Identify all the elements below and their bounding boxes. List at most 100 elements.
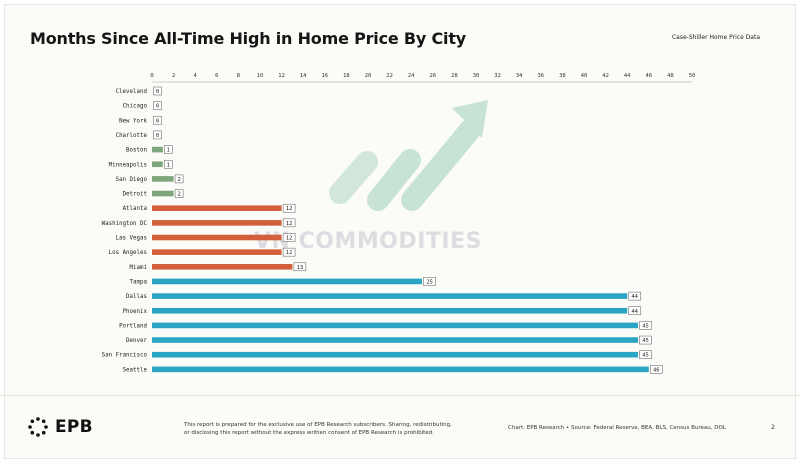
bar — [152, 278, 422, 285]
data-label-box — [628, 306, 641, 315]
data-label: 12 — [286, 206, 293, 212]
x-tick-label: 42 — [602, 73, 609, 79]
x-tick-label: 36 — [537, 73, 544, 79]
x-tick-label: 8 — [237, 73, 240, 79]
bar — [152, 249, 282, 255]
data-label: 46 — [653, 367, 660, 373]
category-label: San Francisco — [102, 353, 148, 359]
x-tick-label: 0 — [150, 73, 153, 79]
x-tick-label: 28 — [451, 73, 458, 79]
category-label: Denver — [126, 338, 147, 344]
category-label: Charlotte — [116, 133, 148, 139]
data-label: 2 — [177, 177, 180, 183]
data-label-box — [639, 321, 652, 330]
disclaimer-line-1: This report is prepared for the exclusiv… — [184, 422, 452, 428]
bar — [152, 293, 628, 299]
data-label: 45 — [642, 338, 649, 344]
category-label: Atlanta — [123, 206, 147, 212]
data-label-box — [639, 335, 652, 345]
category-label: Dallas — [126, 294, 147, 300]
x-tick-label: 14 — [300, 73, 307, 79]
data-label-box — [153, 130, 162, 140]
data-label-box — [153, 101, 162, 110]
data-label-box — [174, 189, 184, 198]
data-label: 45 — [642, 353, 649, 359]
x-tick-label: 16 — [321, 73, 328, 79]
bar — [152, 176, 174, 182]
bars — [152, 146, 649, 373]
category-label: Seattle — [123, 367, 148, 373]
data-label: 25 — [426, 279, 433, 285]
category-label: New York — [119, 118, 147, 124]
data-label: 2 — [177, 192, 180, 198]
source-note: Case-Shiller Home Price Data — [671, 34, 760, 41]
x-axis-ticks: 0 2 4 6 8 10 12 14 16 18 20 22 24 26 28 30 32 34 36 38 40 42 4… — [150, 73, 695, 79]
data-label-box — [153, 116, 162, 125]
data-label-box — [293, 262, 307, 272]
x-tick-label: 10 — [257, 73, 264, 79]
x-tick-label: 6 — [215, 73, 218, 79]
x-tick-label: 50 — [689, 73, 696, 79]
data-label-box — [282, 233, 296, 242]
data-label-box — [628, 291, 641, 301]
x-tick-label: 34 — [516, 73, 523, 79]
category-label: Portland — [119, 323, 147, 329]
bar — [152, 220, 282, 226]
bar — [152, 322, 638, 329]
data-label-box — [164, 160, 173, 169]
chart-credits: Chart: EPB Research • Source: Federal Re… — [508, 425, 726, 431]
x-tick-label: 18 — [343, 73, 350, 79]
bar — [152, 337, 638, 343]
category-label: Tampa — [130, 279, 147, 285]
sunburst-logo-icon — [28, 417, 48, 437]
data-label: 12 — [286, 221, 293, 227]
bar — [152, 234, 282, 241]
data-label-box — [650, 365, 663, 374]
data-label-box — [174, 174, 184, 184]
bar — [152, 190, 174, 197]
x-tick-label: 24 — [408, 73, 415, 79]
x-tick-label: 22 — [386, 73, 393, 79]
data-label: 13 — [297, 265, 304, 271]
x-tick-label: 26 — [429, 73, 436, 79]
x-tick-label: 38 — [559, 73, 566, 79]
data-label-box — [423, 277, 436, 286]
x-tick-label: 30 — [473, 73, 480, 79]
category-label: Detroit — [123, 192, 147, 198]
data-label: 44 — [631, 309, 638, 315]
bar — [152, 146, 163, 153]
category-labels: Cleveland Chicago New York Charlotte Boston M… — [102, 89, 148, 373]
category-label: Washington DC — [102, 221, 148, 227]
x-tick-label: 12 — [278, 73, 285, 79]
data-label: 0 — [156, 104, 159, 110]
data-label-box — [282, 203, 296, 213]
category-label: Minneapolis — [109, 162, 147, 168]
data-label: 0 — [156, 89, 159, 95]
logo-text: EPB — [55, 417, 93, 437]
chart-title: Months Since All-Time High in Home Price… — [30, 29, 466, 48]
x-tick-label: 4 — [194, 73, 198, 79]
category-label: Miami — [130, 265, 148, 271]
data-label-box — [282, 218, 296, 228]
data-label: 12 — [286, 250, 293, 256]
category-label: Las Vegas — [116, 236, 147, 242]
bar — [152, 264, 293, 270]
x-tick-label: 44 — [624, 73, 631, 79]
x-tick-label: 20 — [365, 73, 372, 79]
data-label-box — [639, 350, 652, 359]
x-tick-label: 2 — [172, 73, 175, 79]
disclaimer-line-2: or disclosing this report without the ex… — [184, 430, 434, 436]
bar — [152, 366, 649, 373]
x-tick-label: 46 — [645, 73, 652, 79]
epb-logo: EPB — [28, 417, 93, 437]
x-tick-label: 32 — [494, 73, 501, 79]
footer-divider — [0, 395, 800, 396]
data-label: 1 — [167, 148, 170, 154]
data-label-box — [164, 145, 173, 154]
bar — [152, 205, 282, 211]
data-label: 44 — [631, 294, 638, 300]
category-label: Cleveland — [116, 89, 147, 95]
category-label: Los Angeles — [109, 250, 147, 256]
